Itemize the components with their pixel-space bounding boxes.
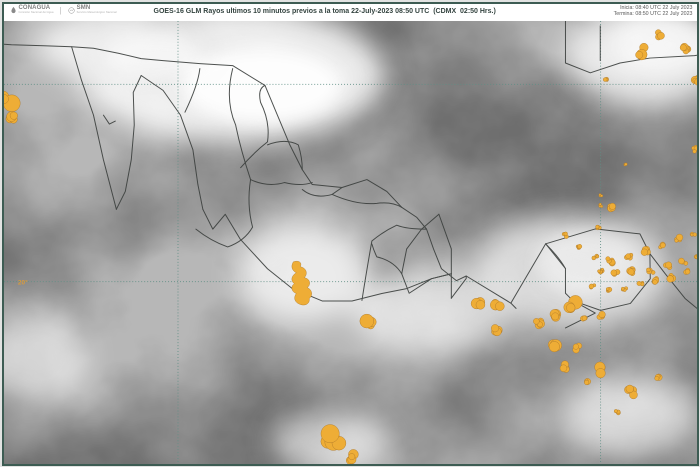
svg-text:20°: 20° xyxy=(17,278,27,286)
